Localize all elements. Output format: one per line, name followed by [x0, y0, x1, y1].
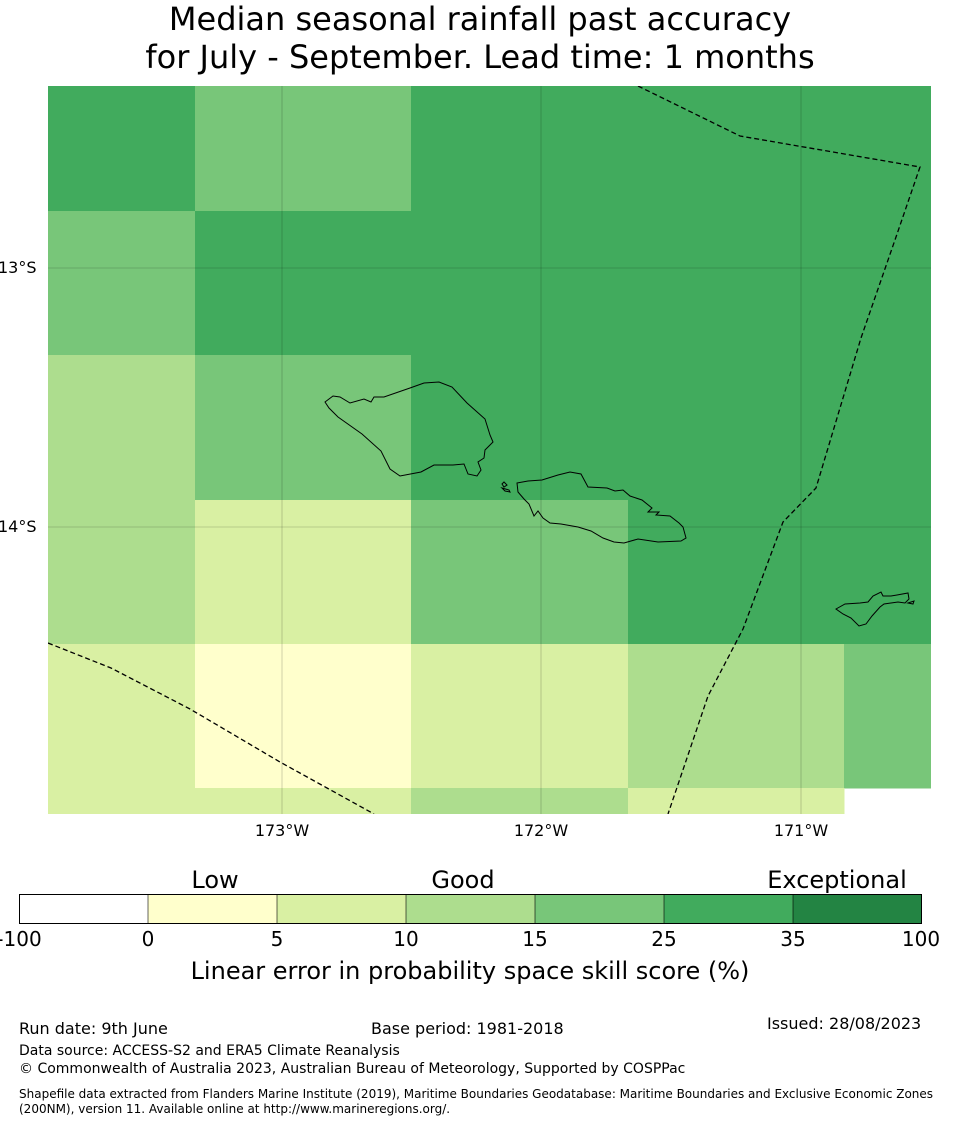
title-line-2: for July - September. Lead time: 1 month… [145, 38, 815, 76]
colorbar-segment [19, 894, 149, 924]
grid-cell [844, 355, 931, 501]
colorbar-segment [147, 894, 278, 924]
grid-cell [736, 86, 845, 212]
colorbar-category-good: Good [431, 866, 495, 894]
run-date: Run date: 9th June [19, 1019, 168, 1038]
apolima-islet [501, 481, 508, 488]
colorbar-segment [663, 894, 794, 924]
skill-grid [48, 86, 931, 814]
colorbar-tick: 10 [393, 927, 419, 951]
grid-cell [844, 86, 931, 212]
lon-label-173w: 173°W [254, 821, 310, 840]
grid-cell [411, 86, 629, 212]
grid-cell [48, 644, 196, 789]
grid-cell [736, 211, 845, 356]
colorbar-tick: 5 [270, 927, 284, 951]
grid-cell [48, 788, 196, 814]
grid-cell [411, 644, 629, 789]
grid-cell [844, 644, 931, 789]
eez-boundary-line-2 [48, 642, 375, 814]
base-period: Base period: 1981-2018 [371, 1019, 564, 1038]
shapefile-credit: Shapefile data extracted from Flanders M… [19, 1087, 934, 1116]
grid-cell [195, 500, 304, 645]
data-source: Data source: ACCESS-S2 and ERA5 Climate … [19, 1043, 400, 1059]
grid-cell [48, 500, 196, 645]
grid-cell [736, 355, 845, 501]
lon-label-171w: 171°W [773, 821, 829, 840]
grid-cell [303, 788, 412, 814]
coastline [324, 381, 915, 627]
colorbar-segments [19, 894, 922, 924]
grid-cell [628, 86, 737, 212]
colorbar-tick: 15 [522, 927, 548, 951]
grid-cell [736, 500, 845, 645]
grid-cell [303, 355, 412, 501]
eez-boundary [48, 86, 921, 814]
map-canvas [48, 86, 931, 814]
map-title: Median seasonal rainfall past accuracy f… [0, 0, 960, 76]
grid-cell [628, 211, 737, 356]
aunuu-islet [906, 600, 915, 605]
grid-cell [736, 788, 845, 814]
colorbar-category-low: Low [191, 866, 239, 894]
lon-label-172w: 172°W [513, 821, 569, 840]
grid-cell [303, 644, 412, 789]
grid-cell [195, 788, 304, 814]
grid-cell [628, 355, 737, 501]
colorbar-tick: 0 [141, 927, 155, 951]
grid-cell [48, 86, 196, 212]
colorbar-tick: 100 [901, 927, 941, 951]
colorbar-segment [405, 894, 536, 924]
upolu-island [516, 471, 687, 544]
grid-cell [844, 500, 931, 645]
tutuila-island [835, 591, 910, 627]
lat-label-14s: 14°S [0, 517, 37, 536]
grid-cell [195, 86, 304, 212]
grid-cell [736, 644, 845, 789]
grid-cell [48, 211, 196, 356]
graticule [48, 86, 931, 814]
grid-cell [195, 644, 304, 789]
grid-cell [628, 788, 737, 814]
colorbar-outline [19, 894, 922, 924]
grid-cell [411, 355, 629, 501]
colorbar-segment [276, 894, 407, 924]
lat-label-13s: 13°S [0, 258, 37, 277]
grid-cell [48, 355, 196, 501]
grid-cell [303, 86, 412, 212]
colorbar [19, 894, 922, 924]
colorbar-tick: 25 [651, 927, 677, 951]
issued-date: Issued: 28/08/2023 [767, 1014, 922, 1033]
grid-cell [195, 211, 304, 356]
eez-boundary-line-1 [637, 86, 921, 814]
grid-cell [844, 211, 931, 356]
manono-islet [500, 486, 511, 493]
grid-cell [195, 355, 304, 501]
grid-cell [411, 211, 629, 356]
title-line-1: Median seasonal rainfall past accuracy [168, 0, 792, 38]
grid-cell [411, 500, 629, 645]
copyright: © Commonwealth of Australia 2023, Austra… [19, 1061, 686, 1077]
colorbar-tick: -100 [0, 927, 42, 951]
colorbar-tick: 35 [780, 927, 806, 951]
colorbar-category-exceptional: Exceptional [767, 866, 907, 894]
rainfall-skill-map [48, 86, 931, 814]
grid-cell [303, 500, 412, 645]
grid-cell [628, 644, 737, 789]
savaii-island [324, 381, 494, 477]
colorbar-label: Linear error in probability space skill … [190, 957, 750, 985]
colorbar-segment [534, 894, 665, 924]
colorbar-segment [792, 894, 922, 924]
grid-cell [628, 500, 737, 645]
grid-cell [411, 788, 629, 814]
grid-cell [303, 211, 412, 356]
